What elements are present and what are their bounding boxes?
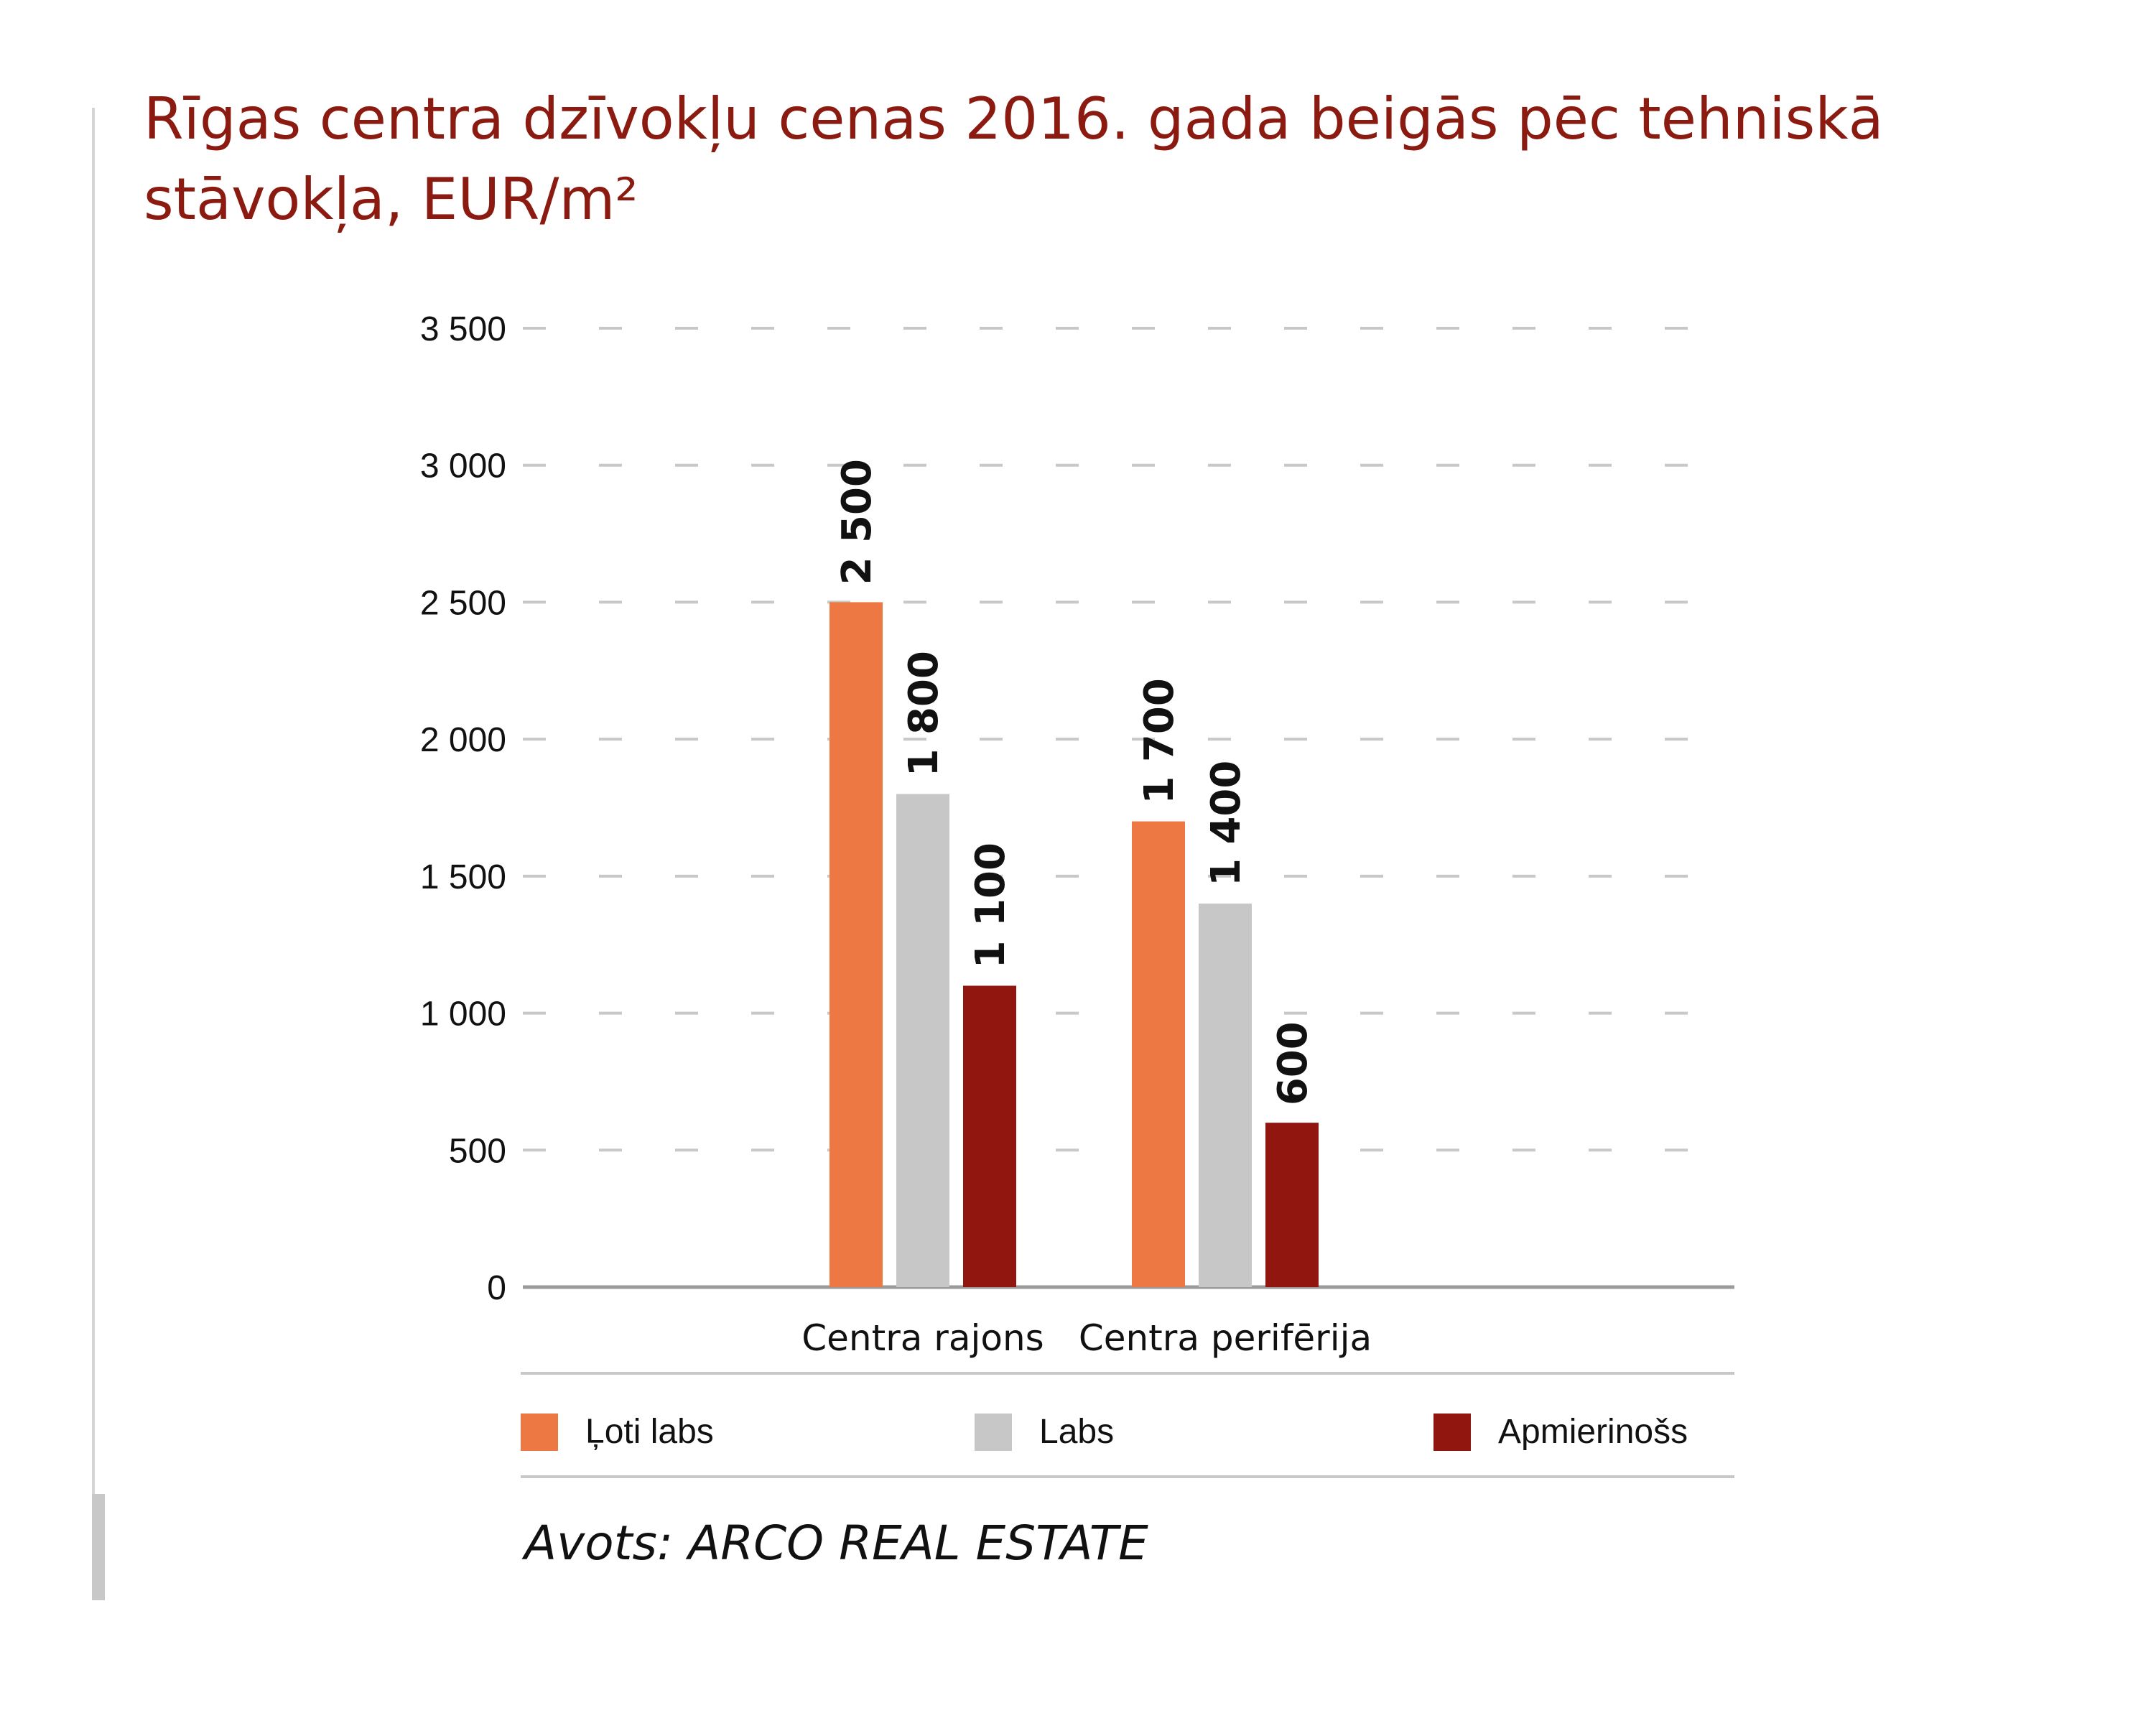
- data-label-2-3: 600: [1270, 1021, 1316, 1105]
- bar-2-3: [1265, 1123, 1319, 1287]
- legend-label-series-2: Labs: [1039, 1413, 1115, 1451]
- chart-title: Rīgas centra dzīvokļu cenas 2016. gada b…: [144, 85, 1884, 233]
- bar-1-3: [963, 985, 1016, 1287]
- y-tick-label-0: 0: [487, 1269, 506, 1307]
- legend-swatch-series-1: [521, 1413, 558, 1451]
- y-tick-label-2500: 2 500: [420, 584, 506, 622]
- legend: Ļoti labs Labs Apmierinošs: [521, 1372, 1734, 1478]
- source-note: Avots: ARCO REAL ESTATE: [524, 1515, 1148, 1571]
- bar-2-1: [1132, 821, 1185, 1287]
- legend-label-series-3: Apmierinošs: [1498, 1413, 1688, 1451]
- y-tick-label-1000: 1 000: [420, 995, 506, 1034]
- legend-label-series-1: Ļoti labs: [585, 1413, 714, 1451]
- legend-item-series-2: Labs: [975, 1412, 1114, 1452]
- y-tick-label-3000: 3 000: [420, 447, 506, 486]
- y-tick-label-2000: 2 000: [420, 721, 506, 759]
- data-label-1-2: 1 800: [901, 651, 947, 776]
- x-tick-label-2: Centra perifērija: [1079, 1317, 1372, 1359]
- y-tick-label-1500: 1 500: [420, 858, 506, 896]
- data-label-2-1: 1 700: [1136, 678, 1183, 804]
- y-tick-label-3500: 3 500: [420, 310, 506, 348]
- y-tick-label-500: 500: [449, 1132, 506, 1170]
- bar-1-2: [896, 794, 949, 1287]
- side-rule: [92, 108, 95, 1494]
- legend-swatch-series-2: [975, 1413, 1012, 1451]
- bar-1-1: [830, 602, 883, 1287]
- x-tick-label-1: Centra rajons: [801, 1317, 1044, 1359]
- data-label-2-2: 1 400: [1203, 761, 1250, 886]
- source-prefix: Avots:: [524, 1515, 674, 1571]
- legend-item-series-3: Apmierinošs: [1433, 1412, 1688, 1452]
- data-label-1-3: 1 100: [967, 843, 1014, 968]
- data-label-1-1: 2 500: [834, 459, 880, 585]
- legend-swatch-series-3: [1433, 1413, 1471, 1451]
- side-block: [92, 1494, 105, 1600]
- bar-2-2: [1199, 904, 1252, 1287]
- source-name: ARCO REAL ESTATE: [688, 1515, 1148, 1571]
- legend-item-series-1: Ļoti labs: [521, 1412, 714, 1452]
